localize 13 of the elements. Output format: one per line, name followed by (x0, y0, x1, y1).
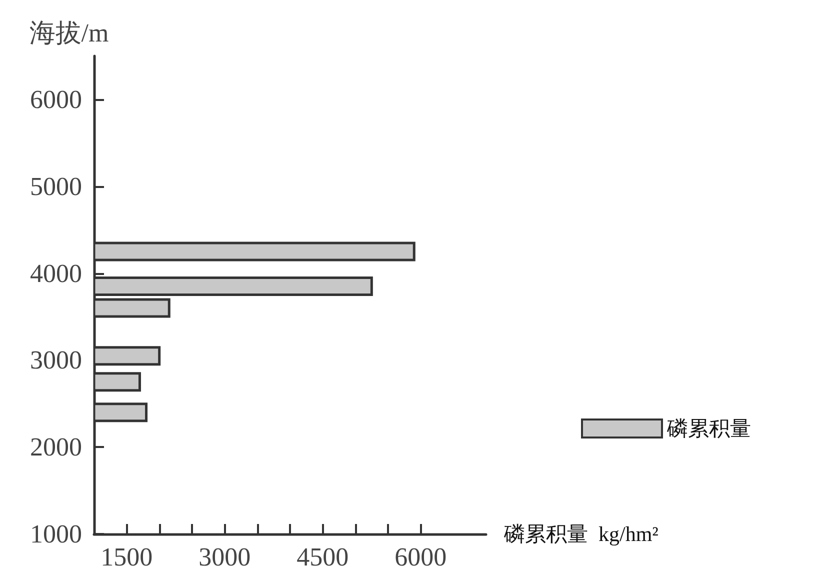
y-tick-label: 3000 (30, 346, 82, 375)
y-tick-label: 4000 (30, 258, 82, 288)
y-tick-label: 1000 (30, 520, 82, 548)
x-tick-label: 4500 (296, 542, 349, 572)
y-axis-title: 海拔/m (29, 18, 109, 48)
x-axis-title: 磷累积量 kg/hm² (503, 522, 658, 546)
x-tick-label: 1500 (100, 542, 153, 572)
legend-label: 磷累积量 (666, 416, 751, 440)
y-tick-label: 6000 (30, 84, 82, 114)
y-tick-label: 5000 (30, 172, 82, 201)
x-tick-label: 6000 (394, 542, 447, 572)
y-tick-label: 2000 (30, 432, 82, 462)
x-tick-label: 3000 (198, 542, 251, 572)
